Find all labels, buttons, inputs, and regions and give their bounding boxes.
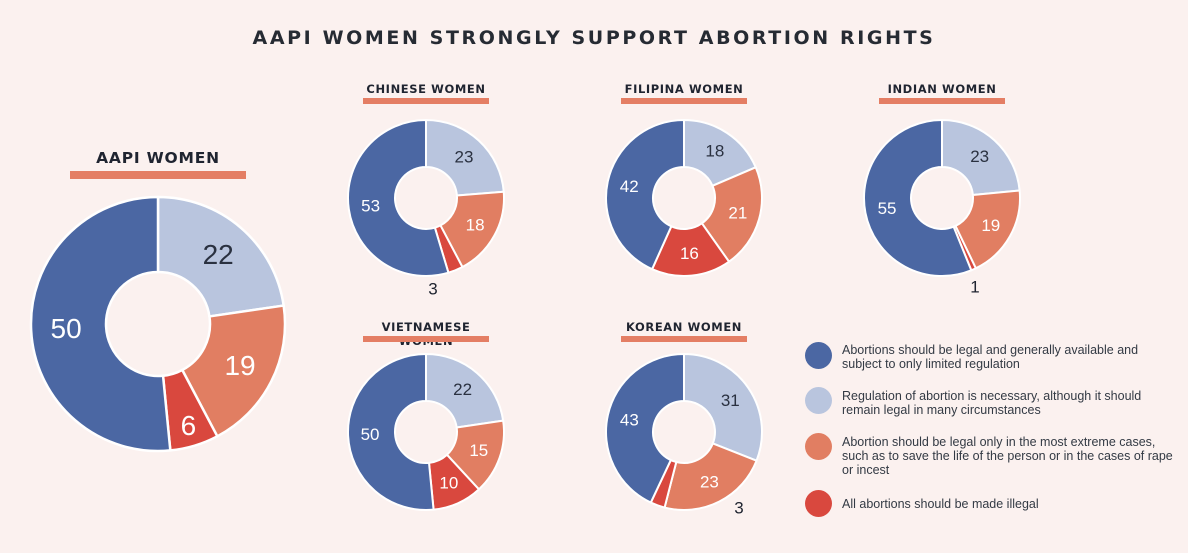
legend-swatch-regulation-necessary xyxy=(805,387,832,414)
donut-chinese-women: 23 18 3 53 xyxy=(347,119,505,299)
panel-title-korean-women: KOREAN WOMEN xyxy=(626,320,742,334)
panel-underline-chinese-women xyxy=(363,98,489,104)
slice-extreme-cases xyxy=(439,190,505,268)
legend-label: Abortion should be legal only in the mos… xyxy=(842,435,1173,477)
slice-legal-generally xyxy=(347,119,450,277)
slice-legal-generally xyxy=(605,353,685,504)
data-label-regulation-necessary: 23 xyxy=(970,147,989,166)
legend-label: Regulation of abortion is necessary, alt… xyxy=(842,389,1142,417)
data-label-legal-generally: 50 xyxy=(361,425,380,444)
data-label-extreme-cases: 19 xyxy=(224,350,255,381)
legend-swatch-extreme-cases xyxy=(805,433,832,460)
data-label-regulation-necessary: 31 xyxy=(721,391,740,410)
slice-legal-generally xyxy=(605,119,685,271)
slice-extreme-cases xyxy=(663,442,758,511)
legend-label: All abortions should be made illegal xyxy=(842,497,1039,511)
donut-indian-women: 23 19 1 55 xyxy=(863,119,1021,297)
data-label-regulation-necessary: 22 xyxy=(453,380,472,399)
legend-swatch-all-illegal xyxy=(805,490,832,517)
panel-title-indian-women: INDIAN WOMEN xyxy=(887,82,997,96)
panel-underline-filipina-women xyxy=(621,98,747,104)
data-label-legal-generally: 43 xyxy=(620,410,639,429)
chart-title: AAPI WOMEN STRONGLY SUPPORT ABORTION RIG… xyxy=(252,27,936,49)
data-label-all-illegal: 3 xyxy=(428,280,437,299)
panel-title-aapi-women: AAPI WOMEN xyxy=(96,149,220,167)
data-label-regulation-necessary: 18 xyxy=(705,142,724,161)
data-label-all-illegal: 6 xyxy=(181,410,197,441)
data-label-all-illegal: 3 xyxy=(734,499,743,518)
data-label-extreme-cases: 21 xyxy=(728,204,747,223)
slice-regulation-necessary xyxy=(156,195,285,318)
legend-swatch-legal-generally xyxy=(805,342,832,369)
data-label-extreme-cases: 18 xyxy=(466,215,485,234)
slice-regulation-necessary xyxy=(425,119,505,197)
slice-extreme-cases xyxy=(181,304,287,438)
slice-extreme-cases xyxy=(700,166,763,263)
donut-vietnamese-women: 22 15 10 50 xyxy=(347,353,505,511)
donut-korean-women: 31 23 3 43 xyxy=(605,353,763,518)
data-label-all-illegal: 16 xyxy=(680,244,699,263)
slice-regulation-necessary xyxy=(683,119,757,187)
panel-underline-vietnamese-women xyxy=(363,336,489,342)
panel-title-vietnamese-women: VIETNAMESE WOMEN xyxy=(381,320,471,348)
panel-underline-indian-women xyxy=(879,98,1005,104)
data-label-legal-generally: 55 xyxy=(878,199,897,218)
slice-regulation-necessary xyxy=(683,353,763,462)
data-label-extreme-cases: 15 xyxy=(469,441,488,460)
data-label-regulation-necessary: 22 xyxy=(203,239,234,270)
panel-title-filipina-women: FILIPINA WOMEN xyxy=(624,82,744,96)
slice-legal-generally xyxy=(863,119,973,277)
panel-underline-korean-women xyxy=(621,336,747,342)
data-label-legal-generally: 50 xyxy=(51,313,82,344)
data-label-regulation-necessary: 23 xyxy=(455,147,474,166)
donut-filipina-women: 18 21 16 42 xyxy=(605,119,763,277)
slice-regulation-necessary xyxy=(941,119,1021,197)
slice-legal-generally xyxy=(29,195,172,453)
data-label-all-illegal: 1 xyxy=(970,278,979,297)
data-label-extreme-cases: 23 xyxy=(700,472,719,491)
slice-regulation-necessary xyxy=(425,353,505,429)
panel-title-chinese-women: CHINESE WOMEN xyxy=(366,82,486,96)
donut-aapi-women: 22 19 6 50 xyxy=(29,195,287,453)
legend-label: Abortions should be legal and generally … xyxy=(842,343,1139,371)
data-label-legal-generally: 42 xyxy=(620,177,639,196)
panel-underline-aapi-women xyxy=(70,171,246,179)
data-label-extreme-cases: 19 xyxy=(981,216,1000,235)
data-label-legal-generally: 53 xyxy=(361,197,380,216)
data-label-all-illegal: 10 xyxy=(439,474,458,493)
slice-legal-generally xyxy=(347,353,435,511)
